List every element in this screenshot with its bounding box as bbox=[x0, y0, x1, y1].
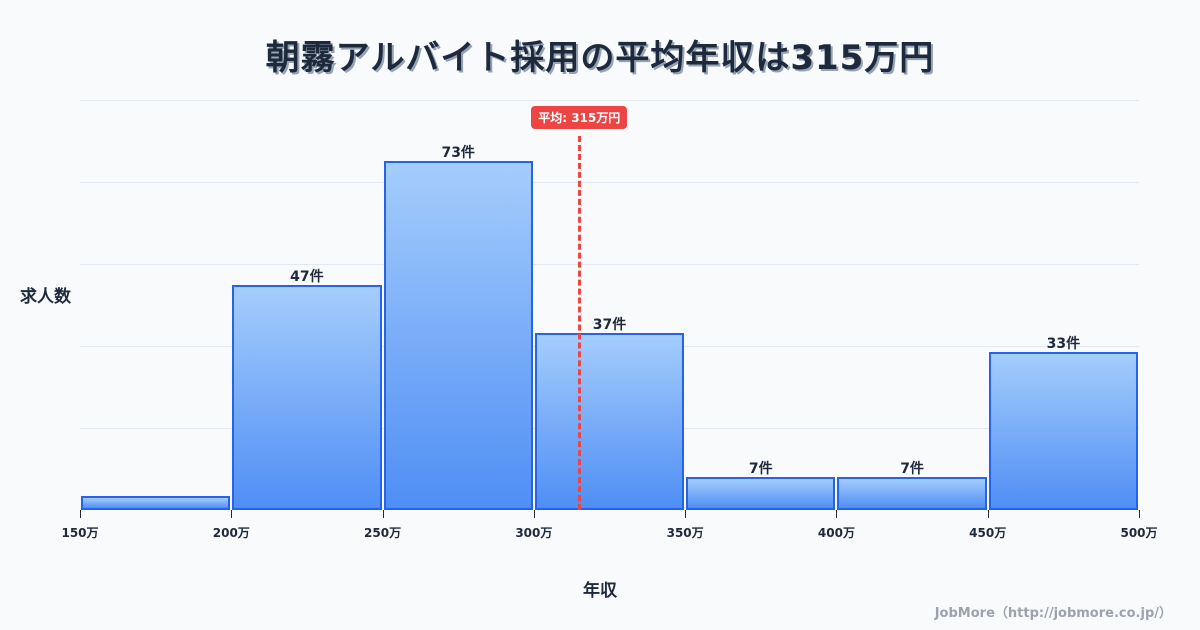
bar-value-label: 33件 bbox=[1046, 336, 1081, 353]
source-credit: JobMore（http://jobmore.co.jp/） bbox=[934, 606, 1172, 621]
histogram-bar: 47件 bbox=[232, 269, 382, 510]
histogram-bar: 7件 bbox=[686, 461, 836, 510]
mean-line bbox=[577, 136, 581, 510]
histogram-bar bbox=[81, 495, 231, 510]
x-tick-label: 150万 bbox=[61, 526, 99, 540]
x-tick-label: 500万 bbox=[1120, 526, 1158, 540]
histogram-bar: 37件 bbox=[534, 317, 685, 510]
x-tick bbox=[382, 510, 384, 518]
x-tick bbox=[533, 510, 535, 518]
x-tick-label: 350万 bbox=[666, 526, 704, 540]
x-tick bbox=[685, 510, 687, 518]
histogram-bar: 7件 bbox=[837, 461, 987, 510]
gridline bbox=[80, 100, 1139, 101]
x-tick-label: 200万 bbox=[212, 526, 250, 540]
x-tick-label: 450万 bbox=[969, 526, 1007, 540]
x-axis-label: 年収 bbox=[583, 581, 617, 601]
bar-value-label: 7件 bbox=[748, 460, 773, 477]
x-tick bbox=[836, 510, 838, 518]
plot-area: 47件 73件 37件 7件 7件 33件 150万 200万 250万 300万 350万 400… bbox=[61, 100, 1158, 540]
chart-title: 朝霧アルバイト採用の平均年収は315万円 bbox=[265, 38, 935, 78]
x-tick-label: 300万 bbox=[515, 526, 553, 540]
x-tick bbox=[80, 510, 81, 518]
mean-badge: 平均: 315万円 bbox=[531, 106, 628, 129]
gridline bbox=[80, 264, 1139, 265]
x-tick bbox=[231, 510, 233, 518]
bar-value-label: 47件 bbox=[290, 269, 324, 286]
x-tick bbox=[1139, 510, 1140, 518]
x-tick-label: 250万 bbox=[364, 526, 402, 540]
y-axis-label: 求人数 bbox=[20, 287, 71, 307]
x-tick-label: 400万 bbox=[817, 526, 855, 540]
gridline bbox=[80, 182, 1139, 183]
histogram-bar: 33件 bbox=[988, 336, 1138, 510]
bar-value-label: 7件 bbox=[900, 460, 924, 477]
bar-value-label: 73件 bbox=[441, 145, 475, 162]
histogram-bar: 73件 bbox=[383, 145, 533, 510]
x-tick bbox=[987, 510, 989, 518]
bar-value-label: 37件 bbox=[592, 317, 627, 334]
